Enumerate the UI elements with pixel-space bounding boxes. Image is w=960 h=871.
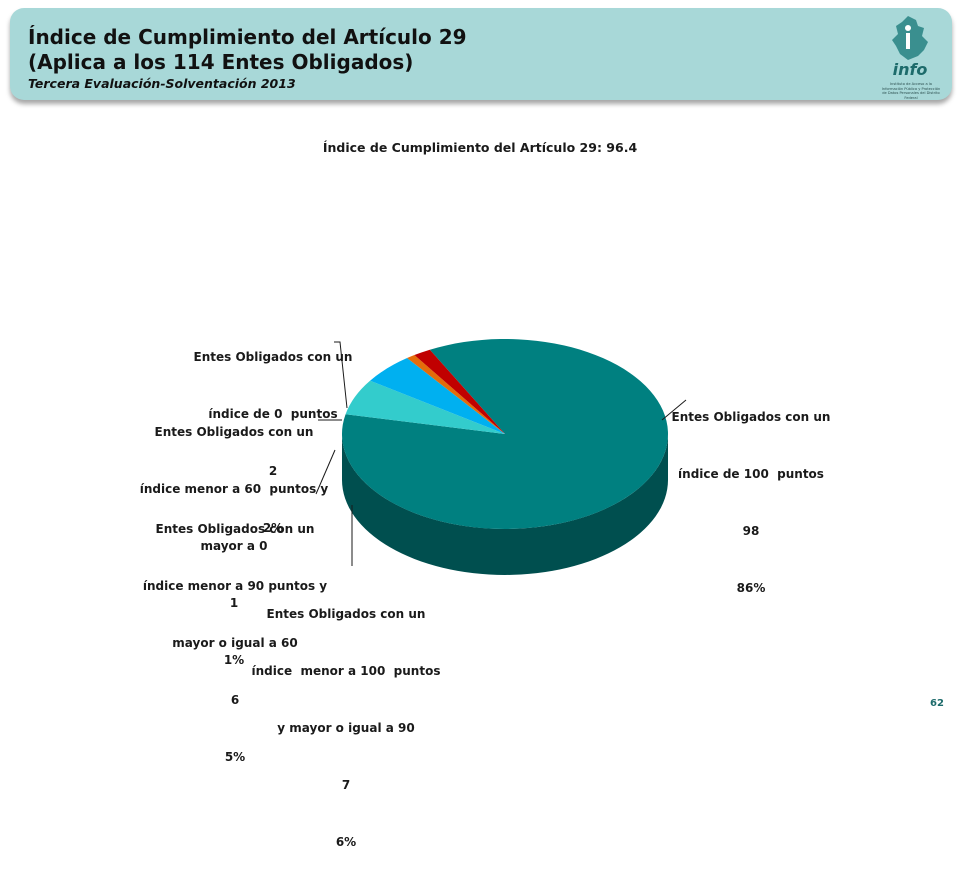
pie-slice bbox=[407, 355, 505, 434]
page-number: 62 bbox=[930, 698, 944, 709]
page-title: Índice de Cumplimiento del Artículo 29 (… bbox=[28, 25, 467, 75]
pie-slice bbox=[414, 349, 505, 434]
page-subtitle: Tercera Evaluación-Solventación 2013 bbox=[28, 76, 296, 91]
title-line-1: Índice de Cumplimiento del Artículo 29 bbox=[28, 25, 467, 49]
leader-line bbox=[661, 399, 687, 421]
pie-slice-side bbox=[342, 434, 668, 575]
pie-slice bbox=[370, 358, 505, 434]
label-line: índice menor a 100 puntos bbox=[251, 664, 441, 678]
pie-slice bbox=[342, 338, 669, 530]
label-percent: 6% bbox=[335, 835, 357, 849]
label-percent: 86% bbox=[736, 581, 766, 595]
chart-title: Índice de Cumplimiento del Artículo 29: … bbox=[322, 140, 638, 155]
logo-text: info bbox=[892, 60, 928, 79]
label-percent: 1% bbox=[223, 653, 245, 667]
label-line: Entes Obligados con un bbox=[193, 350, 353, 364]
data-label-0-60-points: Entes Obligados con un índice menor a 60… bbox=[136, 385, 332, 689]
label-line: Entes Obligados con un bbox=[266, 607, 426, 621]
label-line: índice de 100 puntos bbox=[678, 467, 824, 481]
header-banner: Índice de Cumplimiento del Artículo 29 (… bbox=[10, 8, 952, 100]
logo-caption: Instituto de Acceso a la Información Púb… bbox=[881, 82, 941, 100]
label-line: índice menor a 90 puntos y bbox=[142, 579, 328, 593]
leader-line bbox=[334, 341, 348, 409]
pie-chart bbox=[315, 338, 687, 575]
map-silhouette-icon bbox=[892, 16, 928, 60]
label-line: Entes Obligados con un bbox=[671, 410, 831, 424]
label-count: 6 bbox=[230, 693, 240, 707]
label-count: 2 bbox=[268, 464, 278, 478]
label-count: 1 bbox=[229, 596, 239, 610]
label-count: 98 bbox=[742, 524, 760, 538]
label-line: índice de 0 puntos bbox=[208, 407, 338, 421]
data-label-0-points: Entes Obligados con un índice de 0 punto… bbox=[180, 310, 366, 557]
label-line: mayor o igual a 60 bbox=[172, 636, 298, 650]
data-label-60-90-points: Entes Obligados con un índice menor a 90… bbox=[140, 482, 330, 786]
infodf-logo: info Instituto de Acceso a la Informació… bbox=[878, 14, 942, 100]
label-line: mayor a 0 bbox=[200, 539, 268, 553]
label-line: Entes Obligados con un bbox=[155, 522, 315, 536]
label-percent: 5% bbox=[224, 750, 246, 764]
label-line: Entes Obligados con un bbox=[154, 425, 314, 439]
title-line-2: (Aplica a los 114 Entes Obligados) bbox=[28, 50, 414, 74]
label-percent: 2% bbox=[262, 521, 284, 535]
label-line: índice menor a 60 puntos y bbox=[139, 482, 329, 496]
pie-slice bbox=[345, 380, 505, 434]
data-label-100-points: Entes Obligados con un índice de 100 pun… bbox=[658, 370, 844, 617]
leader-line bbox=[315, 449, 336, 495]
